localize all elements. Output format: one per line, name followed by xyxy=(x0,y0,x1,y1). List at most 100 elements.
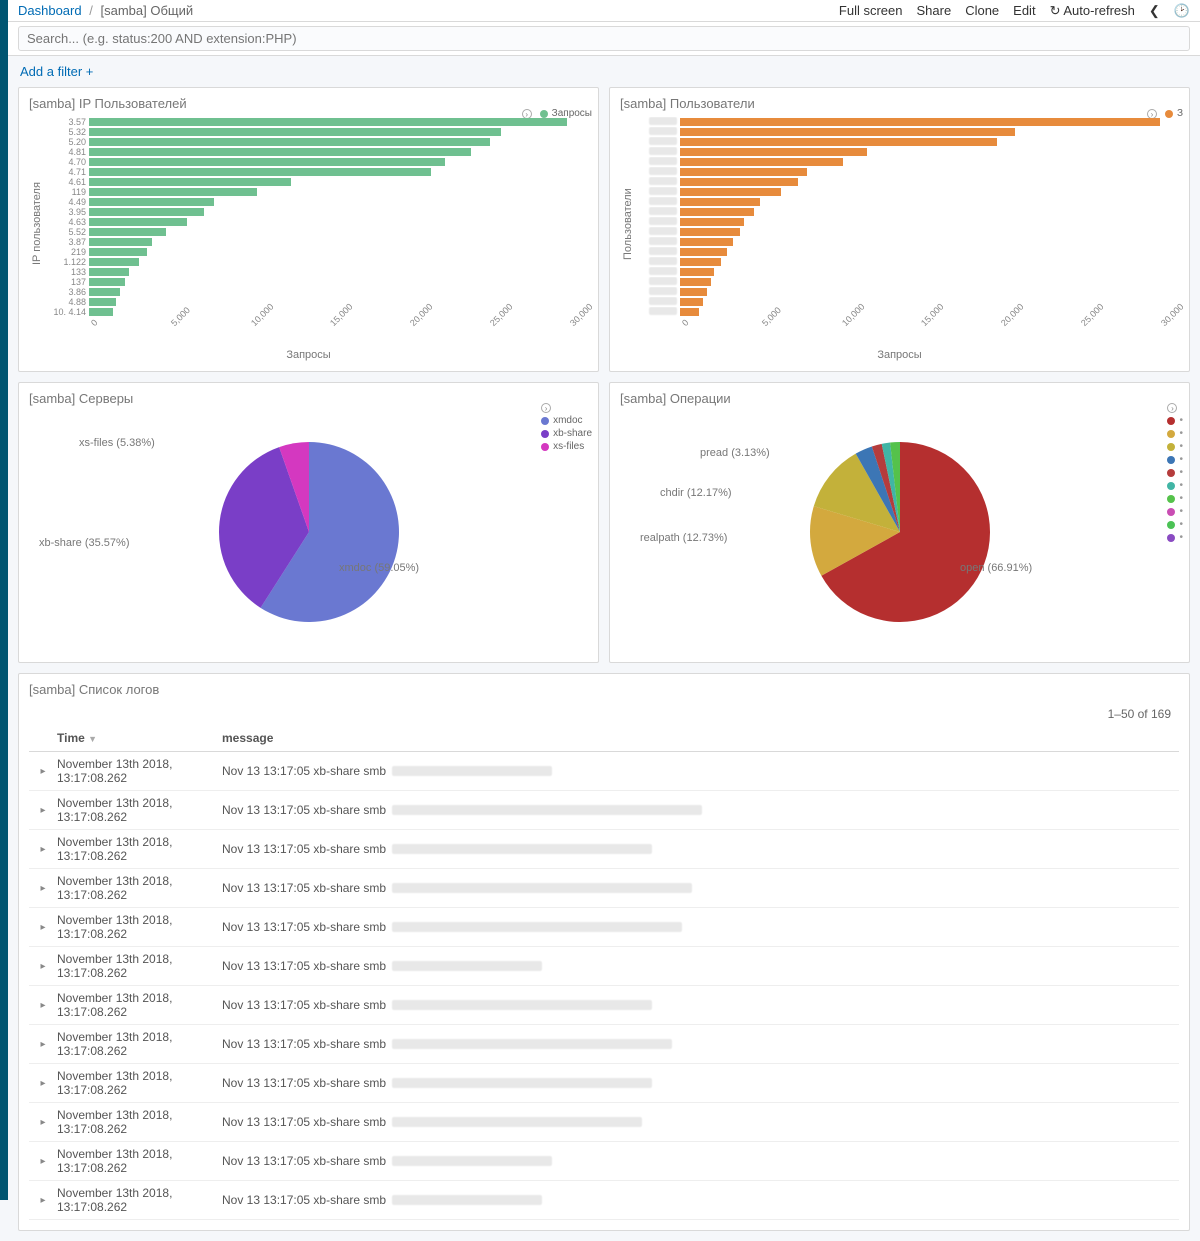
bar-row[interactable] xyxy=(636,277,1179,287)
bar-row[interactable]: 3.57 xyxy=(45,117,588,127)
pager-text: 1–50 of 169 xyxy=(29,703,1179,725)
table-row[interactable]: ▸ November 13th 2018, 13:17:08.262 Nov 1… xyxy=(29,791,1179,830)
bar-row[interactable]: 4.71 xyxy=(45,167,588,177)
expand-icon[interactable]: ▸ xyxy=(29,1039,57,1050)
search-input[interactable] xyxy=(18,26,1190,51)
bar-row[interactable] xyxy=(636,207,1179,217)
table-row[interactable]: ▸ November 13th 2018, 13:17:08.262 Nov 1… xyxy=(29,1103,1179,1142)
bar-row[interactable]: 5.32 xyxy=(45,127,588,137)
expand-icon[interactable]: ▸ xyxy=(29,1156,57,1167)
legend-label[interactable]: • xyxy=(1179,532,1183,543)
pie-label: realpath (12.73%) xyxy=(640,532,727,544)
table-row[interactable]: ▸ November 13th 2018, 13:17:08.262 Nov 1… xyxy=(29,1064,1179,1103)
bar-row[interactable] xyxy=(636,257,1179,267)
bar-row[interactable] xyxy=(636,247,1179,257)
expand-icon[interactable]: ▸ xyxy=(29,883,57,894)
panel-users: [samba] Пользователи ›З Пользователи 05,… xyxy=(609,87,1190,372)
bar-row[interactable]: 4.49 xyxy=(45,197,588,207)
bar-row[interactable]: 1.122 xyxy=(45,257,588,267)
panel-ip-users: [samba] IP Пользователей ›Запросы IP пол… xyxy=(18,87,599,372)
bar-row[interactable] xyxy=(636,137,1179,147)
expand-icon[interactable]: ▸ xyxy=(29,1078,57,1089)
y-axis-label: Пользователи xyxy=(620,117,636,331)
x-axis-label: Запросы xyxy=(620,349,1179,361)
bar-row[interactable] xyxy=(636,117,1179,127)
bar-row[interactable]: 119 xyxy=(45,187,588,197)
expand-icon[interactable]: ▸ xyxy=(29,1195,57,1206)
col-time-header[interactable]: Time xyxy=(57,731,85,745)
table-row[interactable]: ▸ November 13th 2018, 13:17:08.262 Nov 1… xyxy=(29,1181,1179,1220)
fullscreen-link[interactable]: Full screen xyxy=(839,3,903,18)
bar-row[interactable] xyxy=(636,237,1179,247)
table-row[interactable]: ▸ November 13th 2018, 13:17:08.262 Nov 1… xyxy=(29,908,1179,947)
legend-label[interactable]: • xyxy=(1179,480,1183,491)
legend-label[interactable]: • xyxy=(1179,493,1183,504)
log-message: Nov 13 13:17:05 xb-share smb xyxy=(222,803,1179,817)
expand-icon[interactable]: ▸ xyxy=(29,766,57,777)
timepicker-icon[interactable]: 🕑 xyxy=(1174,3,1190,19)
bar-row[interactable]: 3.86 xyxy=(45,287,588,297)
panel-title: [samba] Список логов xyxy=(29,682,1179,697)
autorefresh-link[interactable]: ↻ Auto-refresh xyxy=(1050,3,1135,19)
legend-label[interactable]: • xyxy=(1179,506,1183,517)
bar-row[interactable]: 3.95 xyxy=(45,207,588,217)
legend-label[interactable]: • xyxy=(1179,428,1183,439)
bar-row[interactable]: 3.87 xyxy=(45,237,588,247)
col-message-header[interactable]: message xyxy=(222,731,1179,745)
topbar: Dashboard / [samba] Общий Full screen Sh… xyxy=(8,0,1200,22)
bar-row[interactable]: 4.63 xyxy=(45,217,588,227)
bar-row[interactable]: 4.81 xyxy=(45,147,588,157)
bar-row[interactable] xyxy=(636,217,1179,227)
bar-row[interactable]: 4.70 xyxy=(45,157,588,167)
bar-row[interactable] xyxy=(636,227,1179,237)
timepicker-left-icon[interactable]: ❮ xyxy=(1149,3,1160,19)
expand-icon[interactable]: ▸ xyxy=(29,1000,57,1011)
legend-label[interactable]: • xyxy=(1179,415,1183,426)
log-message: Nov 13 13:17:05 xb-share smb xyxy=(222,764,1179,778)
bar-row[interactable]: 5.52 xyxy=(45,227,588,237)
expand-icon[interactable]: ▸ xyxy=(29,1117,57,1128)
add-filter-link[interactable]: Add a filter + xyxy=(20,64,93,79)
share-link[interactable]: Share xyxy=(916,3,951,18)
bar-row[interactable] xyxy=(636,197,1179,207)
log-time: November 13th 2018, 13:17:08.262 xyxy=(57,1147,222,1175)
edit-link[interactable]: Edit xyxy=(1013,3,1035,18)
log-message: Nov 13 13:17:05 xb-share smb xyxy=(222,1037,1179,1051)
expand-icon[interactable]: ▸ xyxy=(29,961,57,972)
bar-row[interactable] xyxy=(636,287,1179,297)
bar-row[interactable]: 137 xyxy=(45,277,588,287)
log-time: November 13th 2018, 13:17:08.262 xyxy=(57,1186,222,1214)
legend-label[interactable]: • xyxy=(1179,441,1183,452)
bar-row[interactable]: 219 xyxy=(45,247,588,257)
legend-label[interactable]: • xyxy=(1179,467,1183,478)
legend-label[interactable]: • xyxy=(1179,454,1183,465)
bar-row[interactable] xyxy=(636,177,1179,187)
y-axis-label: IP пользователя xyxy=(29,117,45,331)
expand-icon[interactable]: ▸ xyxy=(29,844,57,855)
bar-row[interactable]: 133 xyxy=(45,267,588,277)
table-row[interactable]: ▸ November 13th 2018, 13:17:08.262 Nov 1… xyxy=(29,986,1179,1025)
bar-row[interactable] xyxy=(636,267,1179,277)
table-row[interactable]: ▸ November 13th 2018, 13:17:08.262 Nov 1… xyxy=(29,752,1179,791)
table-row[interactable]: ▸ November 13th 2018, 13:17:08.262 Nov 1… xyxy=(29,1142,1179,1181)
table-row[interactable]: ▸ November 13th 2018, 13:17:08.262 Nov 1… xyxy=(29,947,1179,986)
expand-icon[interactable]: ▸ xyxy=(29,805,57,816)
table-row[interactable]: ▸ November 13th 2018, 13:17:08.262 Nov 1… xyxy=(29,830,1179,869)
log-message: Nov 13 13:17:05 xb-share smb xyxy=(222,959,1179,973)
legend-label[interactable]: • xyxy=(1179,519,1183,530)
log-time: November 13th 2018, 13:17:08.262 xyxy=(57,952,222,980)
panel-operations: [samba] Операции ›•••••••••• open (66.91… xyxy=(609,382,1190,663)
table-row[interactable]: ▸ November 13th 2018, 13:17:08.262 Nov 1… xyxy=(29,869,1179,908)
bar-row[interactable]: 5.20 xyxy=(45,137,588,147)
bar-row[interactable] xyxy=(636,147,1179,157)
table-row[interactable]: ▸ November 13th 2018, 13:17:08.262 Nov 1… xyxy=(29,1025,1179,1064)
expand-icon[interactable]: ▸ xyxy=(29,922,57,933)
bar-row[interactable] xyxy=(636,127,1179,137)
bar-row[interactable] xyxy=(636,157,1179,167)
log-time: November 13th 2018, 13:17:08.262 xyxy=(57,835,222,863)
clone-link[interactable]: Clone xyxy=(965,3,999,18)
bar-row[interactable] xyxy=(636,187,1179,197)
bar-row[interactable] xyxy=(636,167,1179,177)
bar-row[interactable]: 4.61 xyxy=(45,177,588,187)
breadcrumb-root[interactable]: Dashboard xyxy=(18,3,82,18)
